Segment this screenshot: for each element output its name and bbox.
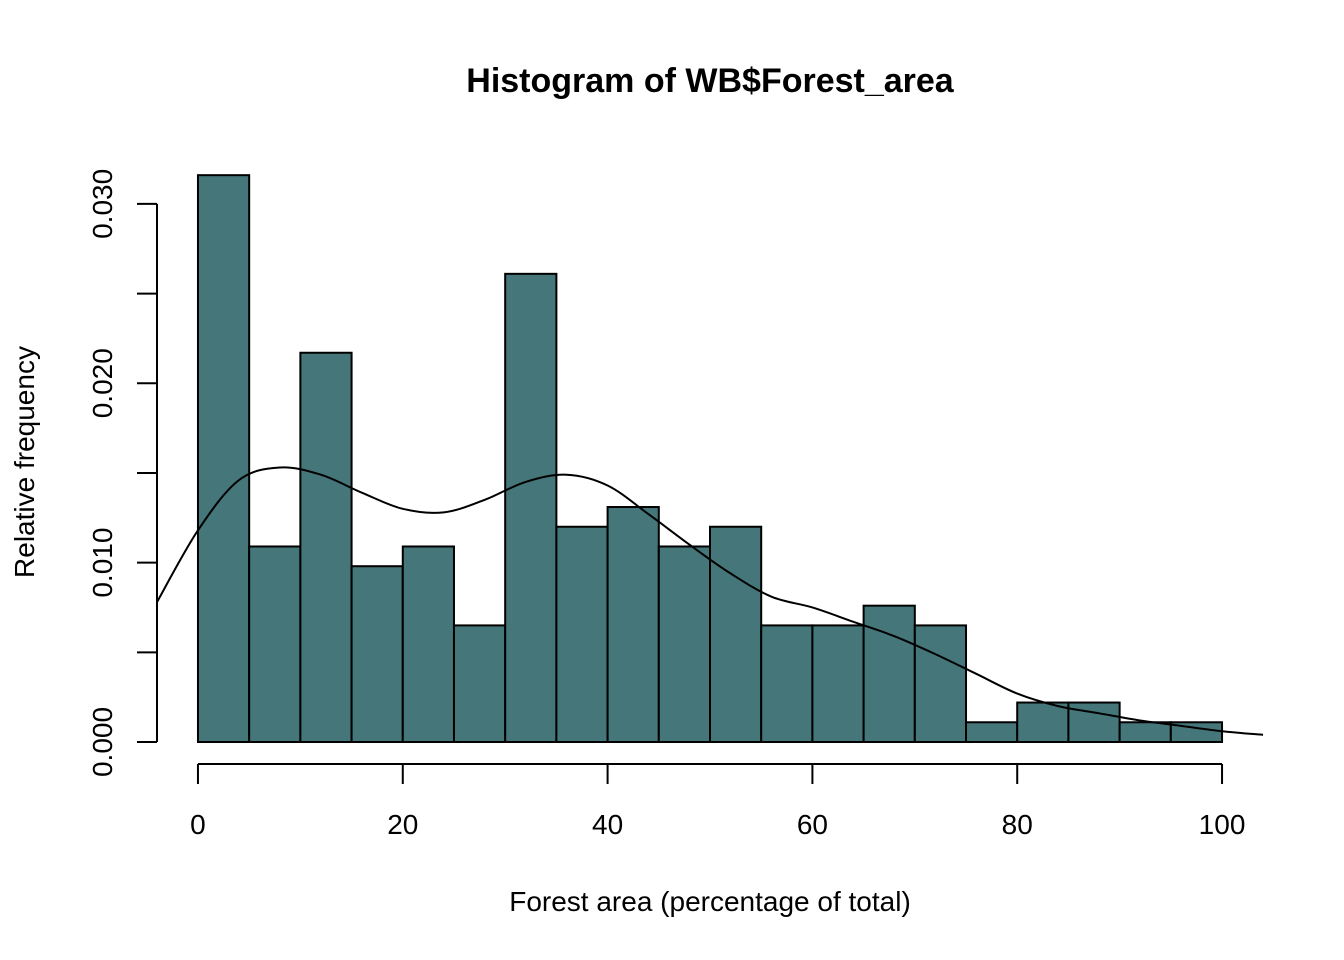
histogram-bar [657, 545, 712, 744]
x-axis-label: Forest area (percentage of total) [509, 886, 911, 917]
x-tick-label: 40 [592, 809, 623, 840]
y-tick-label: 0.010 [87, 528, 118, 598]
histogram-bar [965, 721, 1019, 743]
histogram-bar [1016, 701, 1070, 743]
histogram-bar [760, 624, 814, 743]
x-tick-label: 0 [190, 809, 206, 840]
histogram-bar [606, 506, 660, 743]
histogram-bar [299, 351, 353, 743]
x-tick-label: 100 [1199, 809, 1246, 840]
histogram-bar [1067, 701, 1121, 743]
histogram-bar [196, 174, 251, 744]
histogram-bar [504, 272, 558, 743]
density-curve [156, 466, 1264, 736]
y-tick-label: 0.030 [87, 169, 118, 239]
histogram-bar [555, 525, 609, 743]
x-tick-label: 80 [1002, 809, 1033, 840]
histogram-bar [709, 525, 763, 743]
histogram-bar [452, 624, 507, 743]
histogram-bars [196, 174, 1224, 744]
y-tick-label: 0.020 [87, 348, 118, 418]
histogram-bar [248, 545, 302, 744]
histogram-bar [401, 545, 455, 744]
y-axis: 0.000 0.010 0.020 0.030 [87, 169, 158, 777]
chart-title: Histogram of WB$Forest_area [466, 62, 955, 100]
histogram-bar [862, 604, 916, 743]
x-tick-label: 60 [797, 809, 828, 840]
histogram-bar [1118, 721, 1172, 743]
histogram-bar [350, 565, 404, 744]
y-axis-label: Relative frequency [9, 346, 40, 578]
y-tick-label: 0.000 [87, 707, 118, 777]
histogram-bar [811, 624, 865, 743]
x-tick-label: 20 [387, 809, 418, 840]
x-axis: 0 20 40 60 80 100 [190, 763, 1246, 840]
histogram-bar [913, 624, 968, 743]
